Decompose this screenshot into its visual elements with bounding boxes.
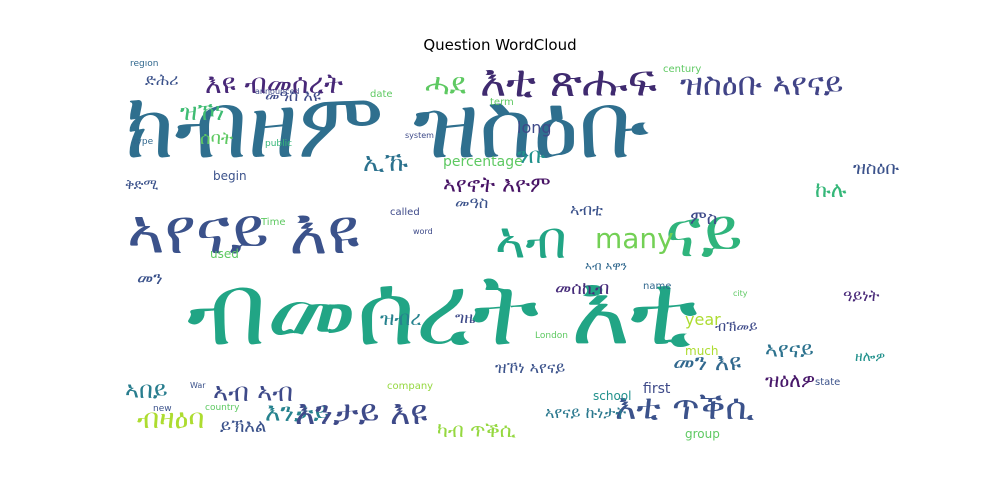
word: ሰባት	[200, 128, 234, 149]
word: type	[133, 137, 154, 147]
word: ዝኾነ	[180, 98, 225, 126]
word: begin	[213, 169, 247, 183]
word: ኣየኖት እዮም	[443, 173, 551, 198]
word: ዝብረ	[380, 306, 422, 330]
word: much	[685, 344, 719, 358]
word: ዝስዕቡ ኣየናይ	[680, 65, 844, 103]
word: ዝዕለዎ	[765, 368, 816, 392]
word: word	[413, 227, 433, 236]
word: እንታይ እዩ	[295, 393, 428, 433]
word: ናይ	[665, 194, 743, 273]
word-cloud: ክብዘም ዝስዕቡ ብመሰረት እቲ ኣየናይ እዩ ኣብ ናይ እቲ ጽሑፍ …	[125, 60, 901, 442]
word: ይኽእል	[220, 416, 267, 437]
word: ኣየናይ እዩ	[127, 195, 360, 269]
word: ድሕሪ	[145, 70, 179, 89]
chart-title: Question WordCloud	[423, 36, 577, 54]
word: ክብዘም ዝስዕቡ	[125, 72, 650, 179]
word: country	[205, 403, 240, 413]
word: public	[265, 139, 293, 149]
word: announced	[255, 87, 300, 96]
word: መን እዩ	[673, 348, 742, 376]
word: region	[130, 60, 159, 69]
word: city	[733, 289, 748, 298]
word: ኣብ	[495, 211, 567, 271]
word: ኢኹ	[363, 148, 408, 178]
word: እቲ ጽሑፍ	[480, 60, 657, 107]
word: እንታይ	[265, 398, 330, 428]
word: ኣብቲ	[570, 200, 603, 219]
word: called	[390, 207, 420, 218]
word: እቲ ጥቕሲ	[615, 387, 755, 428]
word: ዝኾነ ኣየናይ	[495, 358, 566, 377]
word: ንቡ	[517, 144, 546, 169]
word: state	[815, 377, 841, 388]
word: ኩሉ	[815, 178, 847, 203]
word: War	[190, 381, 206, 390]
word: first	[643, 381, 671, 397]
word: ምስ	[690, 208, 718, 229]
word: system	[405, 131, 434, 140]
word: ኣየናይ ኩነታት	[545, 403, 627, 422]
word: ዝስዕቡ	[853, 158, 900, 179]
word: ኣበይ	[125, 376, 168, 404]
word: company	[387, 381, 434, 392]
word: ዓይነት	[843, 286, 880, 305]
word: መዓስ	[455, 193, 489, 212]
word: መዓስ እዩ	[265, 86, 321, 105]
word: date	[370, 89, 393, 100]
word: Time	[261, 217, 286, 228]
word: school	[593, 389, 632, 403]
word: ቅድሚ	[125, 177, 159, 193]
word: ኣየናይ	[765, 338, 814, 363]
word: ብዛዕባ	[137, 402, 205, 435]
word: መሰኪብ	[555, 278, 610, 299]
word: new	[153, 404, 172, 414]
word: እዩ ብመሰረት	[205, 67, 344, 100]
word: long	[517, 118, 552, 137]
word: used	[210, 247, 239, 261]
word: century	[663, 64, 702, 75]
word: ኣብ ኣብ	[213, 378, 294, 408]
word: ግዜ	[455, 308, 476, 327]
word: term	[490, 97, 514, 108]
word: መን	[137, 268, 163, 289]
word: ካብ ጥቕሲ	[437, 418, 516, 442]
word: year	[685, 310, 721, 329]
word: ኣብ ኣዋን	[585, 259, 627, 273]
word: ብኽመይ	[715, 319, 758, 335]
word: many	[595, 222, 674, 255]
word: London	[535, 331, 568, 341]
word: ብመሰረት እቲ	[187, 251, 698, 368]
word: name	[643, 281, 672, 292]
word: group	[685, 427, 720, 441]
word: ሓደ	[425, 67, 466, 102]
word: ዘሎዎ	[855, 349, 886, 365]
word: percentage	[443, 154, 523, 170]
